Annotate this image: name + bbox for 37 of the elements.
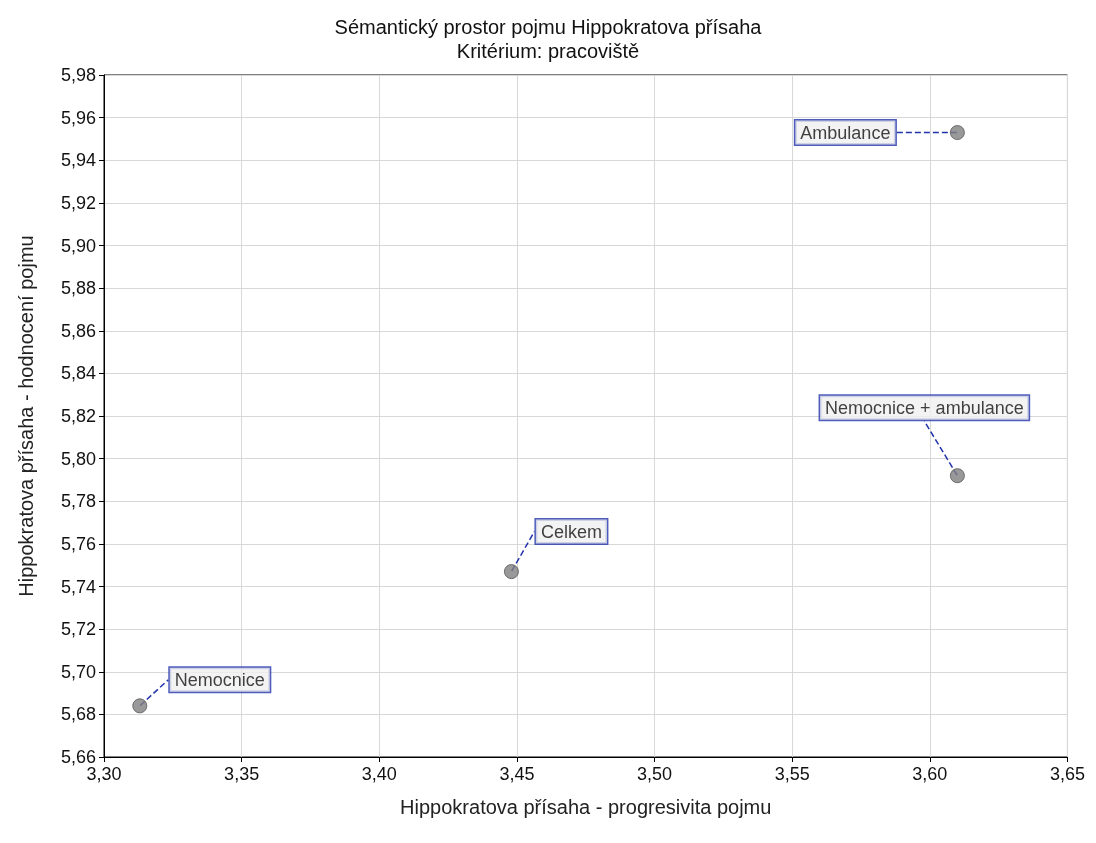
x-tick-label: 3,60 xyxy=(912,764,948,784)
y-tick-label: 5,90 xyxy=(60,235,96,256)
point xyxy=(132,698,148,714)
point xyxy=(949,125,965,141)
annotation: Nemocnice xyxy=(174,669,265,690)
y-tick-label: 5,80 xyxy=(60,448,96,469)
y-tick-label: 5,84 xyxy=(60,363,96,384)
chart-subtitle: Kritérium: pracoviště xyxy=(456,40,640,62)
y-tick-label: 5,74 xyxy=(60,576,96,597)
y-tick-label: 5,82 xyxy=(60,406,96,426)
point xyxy=(503,564,519,580)
x-tick-label: 3,65 xyxy=(1049,764,1086,784)
y-axis-title: Hippokratova přísaha - hodnocení pojmu xyxy=(15,235,37,597)
x-tick-label: 3,35 xyxy=(224,764,260,784)
annotation: Ambulance xyxy=(800,122,891,143)
chart-title: Sémantický prostor pojmu Hippokratova přísaha xyxy=(334,16,763,38)
x-tick-label: 3,45 xyxy=(499,764,535,784)
x-tick-label: 3,55 xyxy=(774,764,810,784)
y-tick-label: 5,98 xyxy=(60,65,96,85)
y-tick-label: 5,76 xyxy=(60,533,96,554)
y-tick-label: 5,78 xyxy=(60,491,96,512)
annotation: Nemocnice + ambulance xyxy=(825,397,1024,418)
y-tick-label: 5,88 xyxy=(60,278,96,299)
x-tick-label: 3,50 xyxy=(637,764,673,784)
y-tick-label: 5,70 xyxy=(60,661,96,682)
y-tick-label: 5,92 xyxy=(60,192,96,213)
annotation: Celkem xyxy=(540,521,602,542)
x-axis-title: Hippokratova přísaha - progresivita pojmu xyxy=(400,796,772,818)
x-tick-label: 3,40 xyxy=(361,764,397,784)
x-tick-label: 3,30 xyxy=(86,764,122,784)
point xyxy=(949,468,965,484)
y-tick-label: 5,94 xyxy=(60,150,96,171)
y-tick-label: 5,68 xyxy=(60,704,96,725)
y-tick-label: 5,66 xyxy=(60,747,96,767)
y-tick-label: 5,86 xyxy=(60,320,96,341)
y-tick-label: 5,96 xyxy=(60,107,96,128)
y-tick-label: 5,72 xyxy=(60,619,96,640)
